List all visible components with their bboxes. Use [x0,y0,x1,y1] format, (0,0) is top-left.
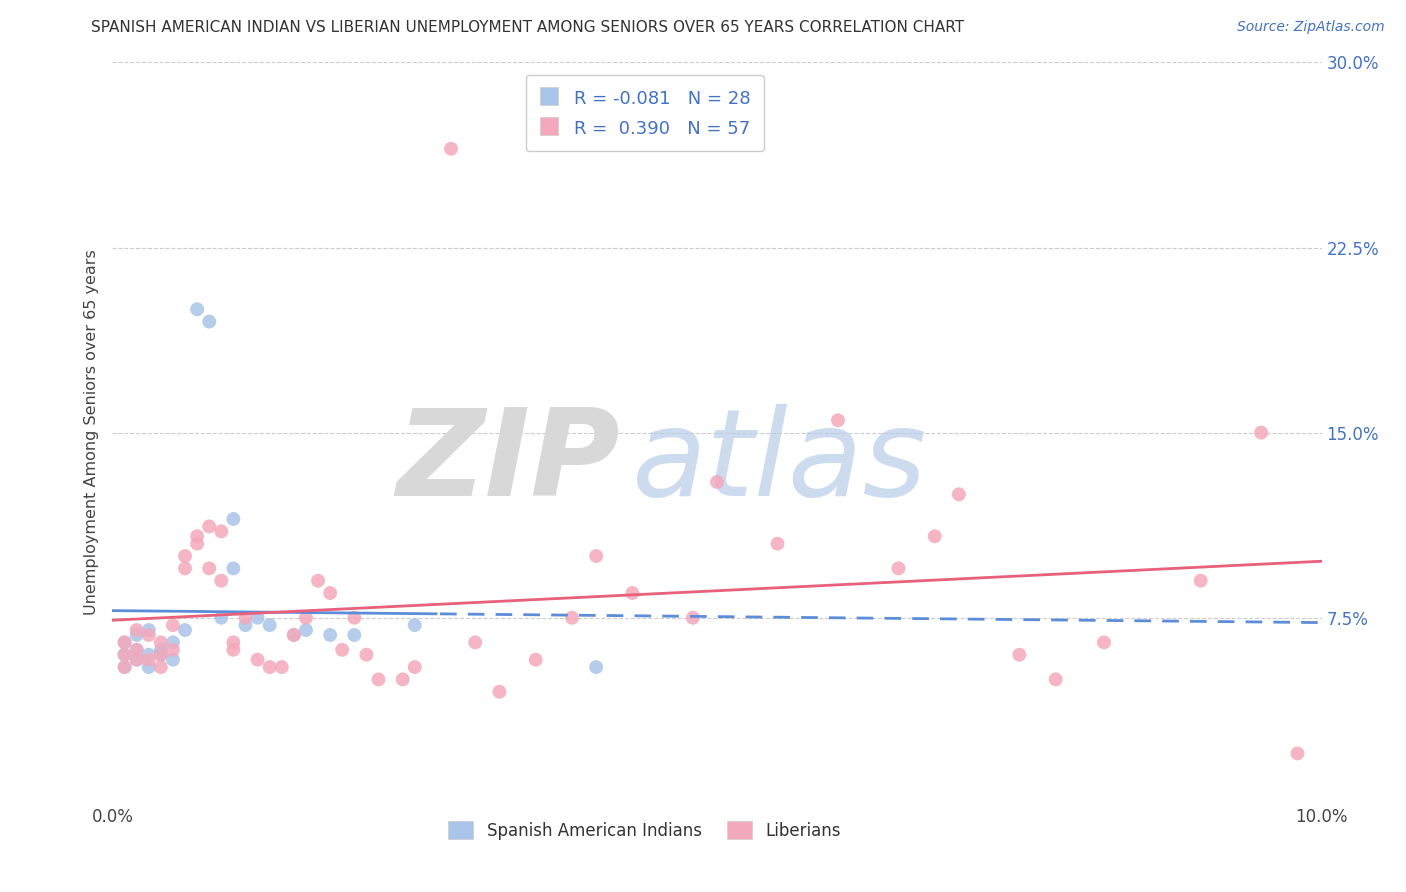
Point [524,653,547,667]
Point [125,653,148,667]
Point [235,610,257,624]
Point [235,618,257,632]
Point [259,660,281,674]
Point [114,660,136,674]
Point [561,610,583,624]
Point [125,628,148,642]
Point [1092,635,1115,649]
Point [319,628,342,642]
Point [162,618,184,632]
Point [827,413,849,427]
Point [295,623,318,637]
Point [162,635,184,649]
Point [209,610,232,624]
Point [706,475,728,489]
Point [162,642,184,657]
Point [259,618,281,632]
Point [174,549,197,563]
Point [138,623,160,637]
Point [1250,425,1272,440]
Point [198,314,221,328]
Point [766,536,789,550]
Point [404,618,426,632]
Point [186,536,208,550]
Point [283,628,305,642]
Point [125,642,148,657]
Point [246,653,269,667]
Point [149,642,172,657]
Point [186,529,208,543]
Point [440,142,463,156]
Point [1045,673,1067,687]
Point [1008,648,1031,662]
Point [246,610,269,624]
Point [356,648,378,662]
Point [222,512,245,526]
Point [367,673,389,687]
Point [330,642,353,657]
Text: ZIP: ZIP [396,404,620,521]
Point [391,673,413,687]
Point [222,635,245,649]
Point [174,561,197,575]
Point [125,623,148,637]
Point [114,635,136,649]
Point [404,660,426,674]
Point [319,586,342,600]
Point [270,660,292,674]
Point [948,487,970,501]
Point [149,635,172,649]
Point [343,628,366,642]
Point [621,586,644,600]
Text: Source: ZipAtlas.com: Source: ZipAtlas.com [1237,20,1385,34]
Point [209,524,232,539]
Point [307,574,329,588]
Point [138,660,160,674]
Legend: Spanish American Indians, Liberians: Spanish American Indians, Liberians [441,814,848,847]
Point [222,561,245,575]
Point [114,635,136,649]
Point [488,685,510,699]
Point [464,635,486,649]
Point [162,653,184,667]
Point [198,519,221,533]
Point [1189,574,1212,588]
Point [585,549,607,563]
Point [138,628,160,642]
Point [198,561,221,575]
Point [149,660,172,674]
Point [682,610,704,624]
Point [149,648,172,662]
Point [125,642,148,657]
Point [222,642,245,657]
Point [343,610,366,624]
Point [114,648,136,662]
Point [174,623,197,637]
Point [924,529,946,543]
Point [585,660,607,674]
Point [125,653,148,667]
Point [887,561,910,575]
Point [149,648,172,662]
Point [186,302,208,317]
Text: atlas: atlas [633,404,928,521]
Point [138,653,160,667]
Y-axis label: Unemployment Among Seniors over 65 years: Unemployment Among Seniors over 65 years [84,250,100,615]
Point [283,628,305,642]
Point [138,648,160,662]
Point [1286,747,1309,761]
Text: SPANISH AMERICAN INDIAN VS LIBERIAN UNEMPLOYMENT AMONG SENIORS OVER 65 YEARS COR: SPANISH AMERICAN INDIAN VS LIBERIAN UNEM… [91,20,965,35]
Point [209,574,232,588]
Point [114,648,136,662]
Point [114,660,136,674]
Point [295,610,318,624]
